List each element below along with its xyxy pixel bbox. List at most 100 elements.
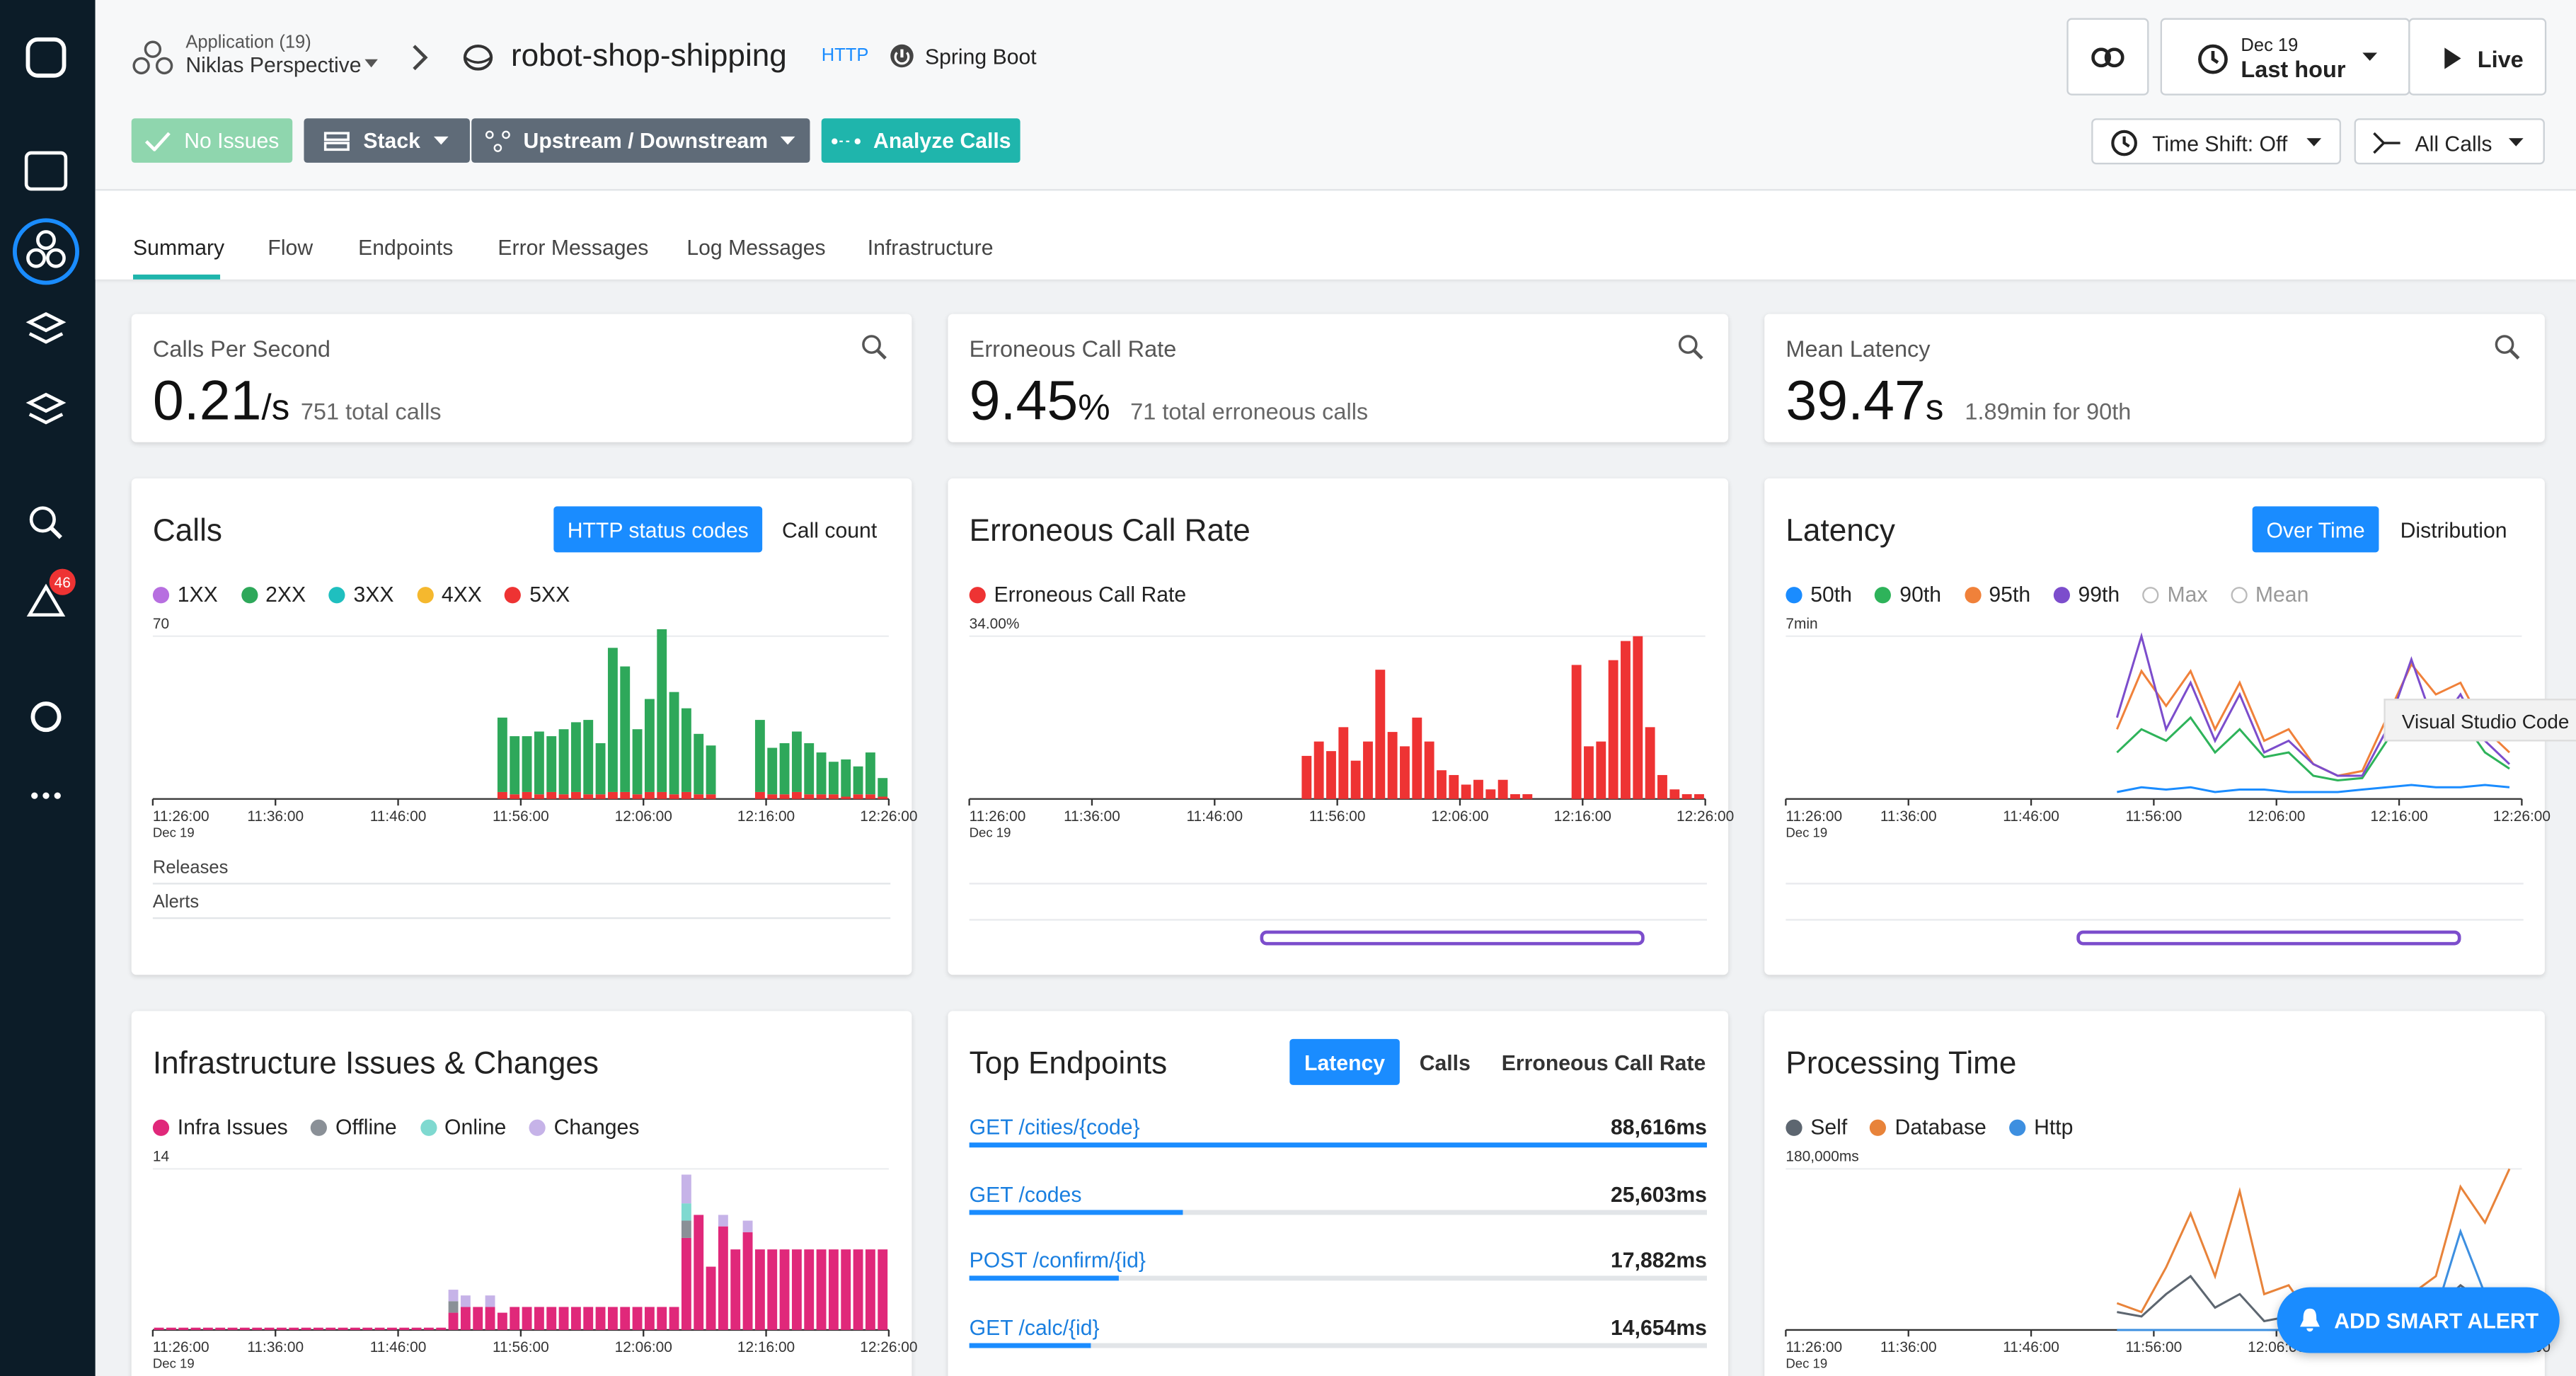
stack-button[interactable]: Stack [304,118,470,163]
legend-item: 90th [1875,582,1941,607]
tab[interactable]: Flow [268,235,314,260]
legend-swatch [1964,585,1981,603]
sidebar-icons: 46 [12,37,80,799]
bar-segment [485,1307,495,1330]
time-picker[interactable]: Dec 19 Last hour [2160,18,2410,96]
time-shift[interactable]: Time Shift: Off [2091,118,2342,165]
bar-segment [681,791,691,799]
bar-segment [620,1307,631,1330]
bar-segment [338,1327,348,1330]
bar-segment [816,794,827,799]
bar-segment [510,794,520,799]
endpoint-name: POST /confirm/{id} [969,1247,1146,1273]
kpi-number: 9.45 [969,369,1079,432]
endpoints-card: Top Endpoints Latency Calls Erroneous Ca… [948,1011,1729,1376]
endpoint-name: GET /calc/{id} [969,1314,1100,1339]
x-tick-label: 11:36:00 [1064,808,1120,825]
x-tick-label: 12:06:00 [1431,808,1488,825]
zoom-icon[interactable] [2494,333,2520,360]
bar-segment [1694,794,1704,799]
tab[interactable]: Endpoints [358,235,454,260]
bar-segment [1424,741,1434,799]
legend-swatch [1870,1118,1887,1135]
bar-segment [570,1307,581,1330]
legend-swatch [529,1118,546,1135]
time-shift-label: Time Shift: Off [2152,131,2288,156]
bar-segment [264,1327,275,1330]
bar-segment [1669,789,1680,799]
series-line [2117,784,2510,793]
bar-segment [497,717,507,792]
bar-segment [878,796,888,799]
zoom-icon[interactable] [861,333,887,360]
app-label[interactable]: Application (19) [185,33,311,53]
bar-segment [742,1232,753,1330]
toggle-active[interactable]: Over Time [2252,506,2379,553]
toggle-active[interactable]: Latency [1289,1038,1400,1085]
x-tick-label: 11:36:00 [1880,1339,1937,1355]
perspective[interactable]: Niklas Perspective [185,52,362,78]
toggle[interactable]: Calls [1419,1050,1471,1075]
endpoint-value: 17,882ms [1611,1247,1707,1273]
bar-segment [828,794,839,799]
legend-label: 4XX [441,582,482,607]
bar-segment [497,791,507,799]
range-selector[interactable] [2076,930,2461,946]
bar-segment [865,752,875,795]
legend-item: Max [2142,582,2208,607]
tab[interactable]: Infrastructure [867,235,994,260]
x-tick-label: 11:56:00 [2126,1339,2183,1355]
bar-segment [1633,636,1643,799]
call-filter[interactable]: All Calls [2354,118,2545,165]
caret [364,59,378,68]
card-title: Processing Time [1786,1047,2017,1082]
bar-segment [816,752,827,795]
tab[interactable]: Summary [133,235,225,260]
bar-segment [1412,717,1422,799]
legend-item: Changes [529,1115,639,1140]
live-button[interactable]: Live [2408,18,2547,96]
legend-item: 99th [2053,582,2120,607]
tab[interactable]: Error Messages [498,235,649,260]
add-smart-alert[interactable]: ADD SMART ALERT [2277,1287,2560,1353]
bar-segment [1313,741,1324,799]
endpoint-bar [969,1275,1118,1281]
x-tick-label: 11:46:00 [1186,808,1243,825]
legend-label: 95th [1989,582,2031,607]
bar-segment [681,708,691,792]
row-divider [152,883,891,885]
bar-segment [681,1174,691,1204]
alert-badge: 46 [54,575,71,591]
issues-button[interactable]: No Issues [131,118,293,163]
bar-segment [1375,670,1386,799]
x-tick-date: Dec 19 [1786,825,1827,839]
legend-item: Database [1870,1115,1986,1140]
bar-segment [878,1249,888,1330]
toggle[interactable]: Erroneous Call Rate [1501,1050,1706,1075]
legend-label: Http [2034,1114,2074,1140]
toggle[interactable]: Call count [782,517,878,543]
x-tick-label: 12:06:00 [615,1339,672,1355]
smart-alert-label: ADD SMART ALERT [2334,1307,2539,1333]
bar-segment [399,1327,410,1330]
legend-swatch [969,585,986,603]
toggle[interactable]: Distribution [2400,517,2507,543]
kpi-note: 751 total calls [300,398,442,425]
bar-segment [1461,784,1471,799]
card-title: Erroneous Call Rate [969,514,1250,549]
zoom-icon[interactable] [1677,333,1703,360]
toggle-active[interactable]: HTTP status codes [553,506,763,553]
x-tick-label: 12:06:00 [2248,808,2305,825]
bar-segment [202,1327,213,1330]
bar-segment [595,794,606,799]
tab[interactable]: Log Messages [686,235,826,260]
upstream-button[interactable]: Upstream / Downstream [471,118,810,163]
x-tick-label: 11:46:00 [2003,1339,2059,1355]
link-button[interactable] [2066,18,2149,96]
bar-segment [558,1307,569,1330]
x-tick-label: 11:26:00 [1786,808,1842,825]
range-selector[interactable] [1260,930,1645,946]
analyze-button[interactable]: Analyze Calls [821,118,1020,163]
row-label: Alerts [152,893,200,913]
legend-item: 5XX [505,582,570,607]
